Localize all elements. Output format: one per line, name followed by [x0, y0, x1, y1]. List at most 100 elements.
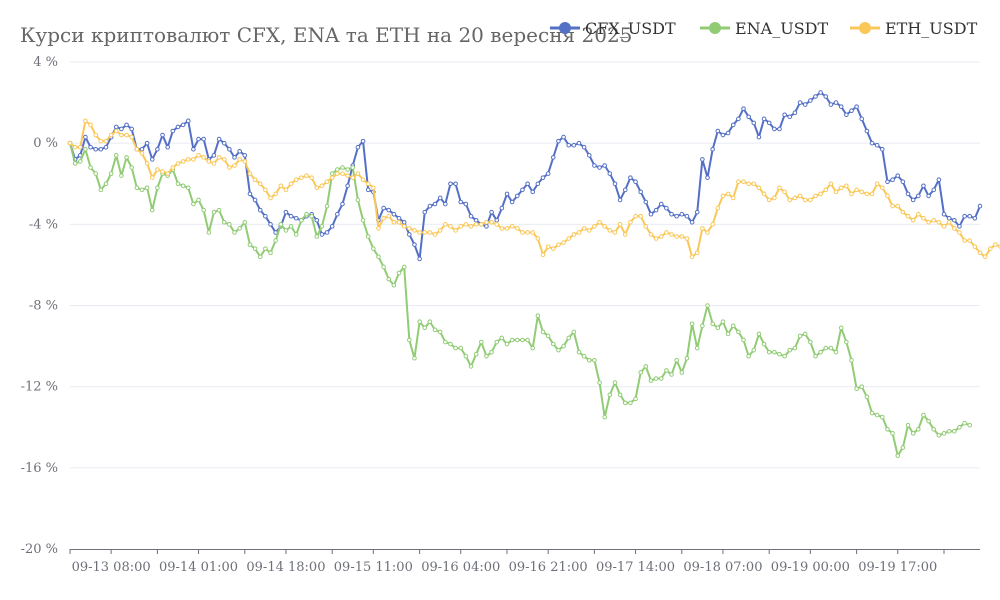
- data-point[interactable]: [736, 116, 741, 122]
- data-point[interactable]: [756, 134, 762, 140]
- data-point[interactable]: [900, 209, 906, 215]
- data-point[interactable]: [283, 209, 289, 215]
- data-point[interactable]: [504, 226, 510, 231]
- data-point[interactable]: [684, 236, 690, 241]
- data-point[interactable]: [72, 144, 78, 150]
- data-point[interactable]: [175, 161, 181, 166]
- data-point[interactable]: [890, 177, 895, 182]
- data-point[interactable]: [530, 230, 536, 235]
- data-point[interactable]: [263, 213, 268, 219]
- data-point[interactable]: [823, 94, 829, 99]
- data-point[interactable]: [196, 136, 201, 142]
- data-point[interactable]: [777, 126, 782, 132]
- data-point[interactable]: [93, 171, 99, 176]
- data-point[interactable]: [910, 197, 916, 203]
- data-point[interactable]: [967, 238, 973, 243]
- data-point[interactable]: [993, 242, 998, 247]
- data-point[interactable]: [324, 230, 330, 235]
- data-point[interactable]: [335, 211, 340, 217]
- data-point[interactable]: [149, 175, 155, 180]
- data-point[interactable]: [941, 431, 947, 436]
- data-point[interactable]: [905, 213, 911, 219]
- data-point[interactable]: [412, 228, 417, 233]
- data-point[interactable]: [139, 151, 145, 156]
- data-point[interactable]: [407, 337, 412, 343]
- data-point[interactable]: [900, 445, 906, 450]
- data-point[interactable]: [720, 319, 726, 325]
- data-point[interactable]: [381, 205, 386, 211]
- data-point[interactable]: [484, 224, 489, 229]
- data-point[interactable]: [77, 159, 83, 164]
- data-point[interactable]: [293, 215, 299, 221]
- data-point[interactable]: [576, 349, 582, 355]
- data-point[interactable]: [221, 220, 227, 225]
- data-point[interactable]: [268, 195, 273, 201]
- data-point[interactable]: [766, 120, 772, 126]
- data-point[interactable]: [859, 116, 865, 122]
- data-point[interactable]: [736, 179, 741, 185]
- data-point[interactable]: [191, 201, 196, 207]
- data-point[interactable]: [890, 431, 895, 436]
- data-point[interactable]: [761, 191, 767, 197]
- data-point[interactable]: [761, 116, 767, 122]
- data-point[interactable]: [957, 424, 962, 430]
- data-point[interactable]: [124, 132, 129, 138]
- data-point[interactable]: [509, 337, 515, 343]
- data-point[interactable]: [823, 187, 829, 193]
- data-point[interactable]: [787, 114, 793, 120]
- data-point[interactable]: [622, 187, 628, 193]
- data-point[interactable]: [674, 357, 679, 363]
- data-point[interactable]: [263, 246, 268, 251]
- data-point[interactable]: [448, 224, 453, 229]
- data-point[interactable]: [504, 191, 510, 197]
- data-point[interactable]: [638, 370, 643, 375]
- data-point[interactable]: [669, 211, 674, 217]
- data-point[interactable]: [350, 165, 356, 170]
- data-point[interactable]: [329, 224, 335, 229]
- data-point[interactable]: [504, 341, 510, 347]
- data-point[interactable]: [216, 155, 222, 160]
- data-point[interactable]: [957, 230, 962, 235]
- data-point[interactable]: [787, 347, 793, 353]
- data-point[interactable]: [360, 138, 366, 144]
- data-point[interactable]: [633, 213, 638, 219]
- data-point[interactable]: [103, 144, 109, 150]
- data-point[interactable]: [710, 222, 715, 227]
- data-point[interactable]: [365, 181, 371, 187]
- data-point[interactable]: [484, 353, 489, 359]
- data-point[interactable]: [710, 146, 715, 152]
- data-point[interactable]: [951, 429, 957, 434]
- data-point[interactable]: [941, 211, 947, 217]
- data-point[interactable]: [977, 203, 983, 209]
- data-point[interactable]: [432, 327, 438, 333]
- data-point[interactable]: [180, 183, 186, 189]
- data-point[interactable]: [119, 173, 124, 178]
- data-point[interactable]: [514, 337, 520, 343]
- data-point[interactable]: [473, 217, 479, 223]
- data-point[interactable]: [674, 213, 679, 219]
- data-point[interactable]: [180, 122, 186, 128]
- data-point[interactable]: [756, 331, 762, 337]
- data-point[interactable]: [72, 161, 78, 166]
- data-point[interactable]: [185, 118, 191, 124]
- data-point[interactable]: [874, 142, 880, 148]
- data-point[interactable]: [340, 171, 345, 176]
- data-point[interactable]: [916, 193, 921, 199]
- data-point[interactable]: [196, 197, 201, 203]
- data-point[interactable]: [566, 236, 572, 241]
- data-point[interactable]: [88, 165, 93, 170]
- data-point[interactable]: [720, 132, 726, 138]
- data-point[interactable]: [216, 136, 222, 142]
- data-point[interactable]: [499, 335, 505, 341]
- data-point[interactable]: [946, 429, 952, 434]
- legend-item-cfx-usdt[interactable]: CFX_USDT: [550, 19, 676, 38]
- data-point[interactable]: [489, 349, 494, 355]
- data-point[interactable]: [514, 226, 520, 231]
- data-point[interactable]: [283, 187, 289, 193]
- data-point[interactable]: [828, 181, 834, 187]
- data-point[interactable]: [689, 321, 695, 327]
- data-point[interactable]: [437, 195, 443, 201]
- data-point[interactable]: [134, 185, 140, 191]
- data-point[interactable]: [535, 236, 541, 241]
- data-point[interactable]: [314, 217, 320, 223]
